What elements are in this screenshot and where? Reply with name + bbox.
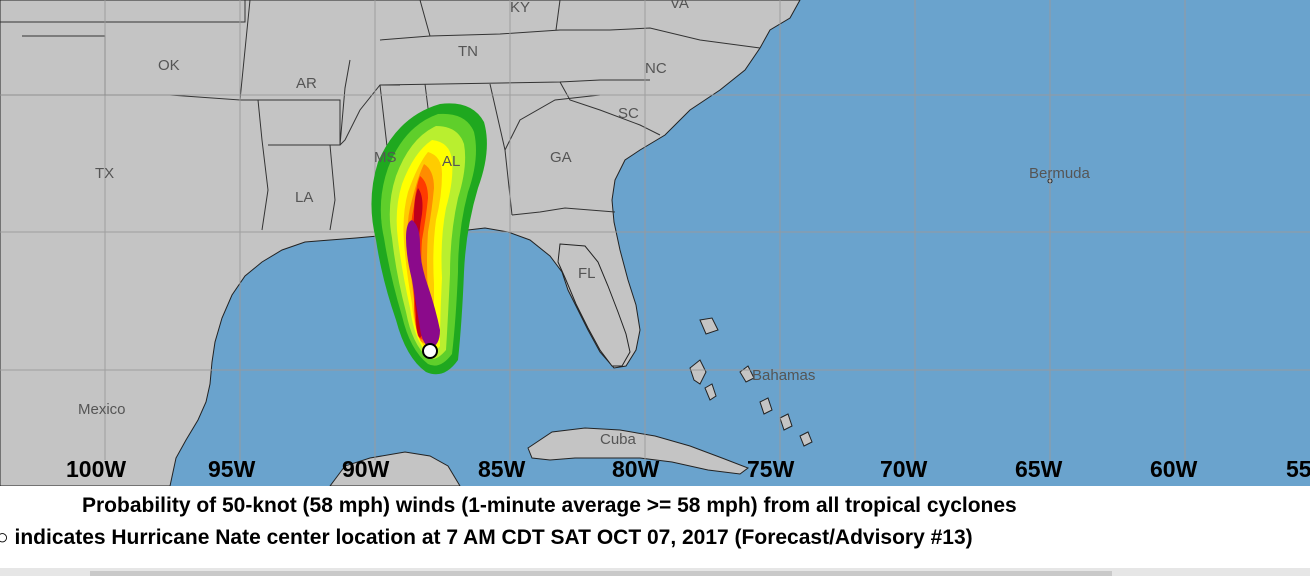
lon-label-60w: 60W xyxy=(1150,456,1198,482)
land-florida xyxy=(557,243,631,367)
lon-label-95w: 95W xyxy=(208,456,256,482)
bahamas-islands xyxy=(689,317,813,447)
land-yucatan xyxy=(329,451,461,486)
place-label-cuba: Cuba xyxy=(600,431,637,448)
lon-label-55w: 55W xyxy=(1286,456,1310,482)
bottom-bar xyxy=(90,571,1112,576)
prob-band-core xyxy=(406,220,440,348)
state-label-ar: AR xyxy=(296,75,317,92)
lon-label-85w: 85W xyxy=(478,456,526,482)
caption-line-1: Probability of 50-knot (58 mph) winds (1… xyxy=(82,494,1017,517)
lon-label-75w: 75W xyxy=(747,456,795,482)
state-label-al: AL xyxy=(442,153,460,170)
state-label-ms: MS xyxy=(374,149,397,166)
state-label-tx: TX xyxy=(95,165,114,182)
probability-map: KY VA OK TN NC AR SC TX MS AL GA LA FL B… xyxy=(0,0,1310,486)
caption: Probability of 50-knot (58 mph) winds (1… xyxy=(0,488,1310,568)
circle-marker-icon xyxy=(422,343,438,359)
state-label-nc: NC xyxy=(645,60,667,77)
state-label-va: VA xyxy=(670,0,689,12)
state-label-fl: FL xyxy=(578,265,596,282)
place-label-bermuda: Bermuda xyxy=(1029,165,1091,182)
wind-probability-swath xyxy=(371,103,487,375)
land-cuba xyxy=(527,427,750,475)
graticule xyxy=(0,0,1310,460)
state-label-ok: OK xyxy=(158,57,180,74)
state-label-sc: SC xyxy=(618,105,639,122)
lon-label-70w: 70W xyxy=(880,456,928,482)
lon-label-65w: 65W xyxy=(1015,456,1063,482)
caption-line-2: ○ indicates Hurricane Nate center locati… xyxy=(0,526,973,549)
lon-label-80w: 80W xyxy=(612,456,660,482)
land-north-america xyxy=(0,0,801,486)
state-label-ga: GA xyxy=(550,149,572,166)
place-label-bahamas: Bahamas xyxy=(752,367,815,384)
state-label-tn: TN xyxy=(458,43,478,60)
state-label-ky: KY xyxy=(510,0,530,16)
state-label-la: LA xyxy=(295,189,313,206)
lon-label-90w: 90W xyxy=(342,456,390,482)
place-label-mexico: Mexico xyxy=(78,401,126,418)
lon-label-100w: 100W xyxy=(66,456,126,482)
